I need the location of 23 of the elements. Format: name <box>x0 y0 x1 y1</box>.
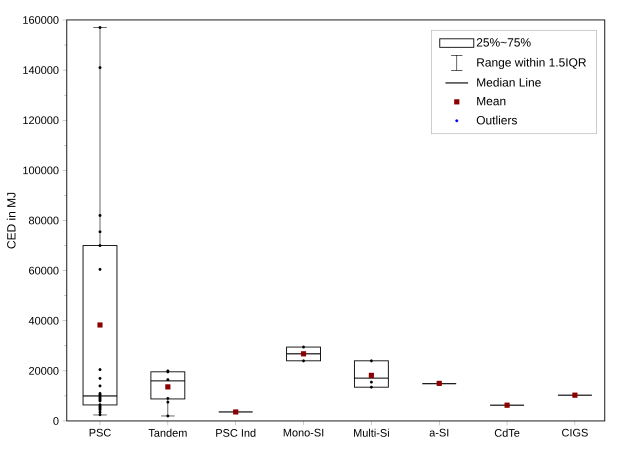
x-tick-label: Multi-Si <box>354 428 389 437</box>
legend-label: Outliers <box>476 116 517 124</box>
y-tick-label: 140000 <box>23 66 59 74</box>
y-tick-label: 40000 <box>28 316 59 325</box>
y-tick-label: 60000 <box>29 266 59 274</box>
x-tick-label: a-SI <box>430 428 448 437</box>
annotation: Range within 1.5IQR <box>477 58 586 70</box>
x-tick-label: CIGS <box>562 428 588 437</box>
x-tick-label: CdTe <box>494 428 520 437</box>
x-tick-label: Tandem <box>148 428 187 437</box>
annotation: Median Line <box>477 78 541 87</box>
y-tick-label: 0 <box>53 417 59 425</box>
y-tick-label: 80000 <box>28 216 59 224</box>
y-tick-label: 120000 <box>23 116 59 124</box>
legend-label: Mean <box>477 97 506 106</box>
x-tick-label: PSC <box>90 428 111 437</box>
y-tick-label: 20000 <box>29 366 59 375</box>
y-tick-label: 100000 <box>23 166 59 174</box>
x-tick-label: PSC Ind <box>216 428 256 437</box>
y-axis-title: CED in MJ <box>6 192 16 248</box>
x-tick-label: Mono-SI <box>284 428 324 437</box>
legend-label: 25%~75% <box>476 38 531 47</box>
y-tick-label: 160000 <box>23 16 59 24</box>
